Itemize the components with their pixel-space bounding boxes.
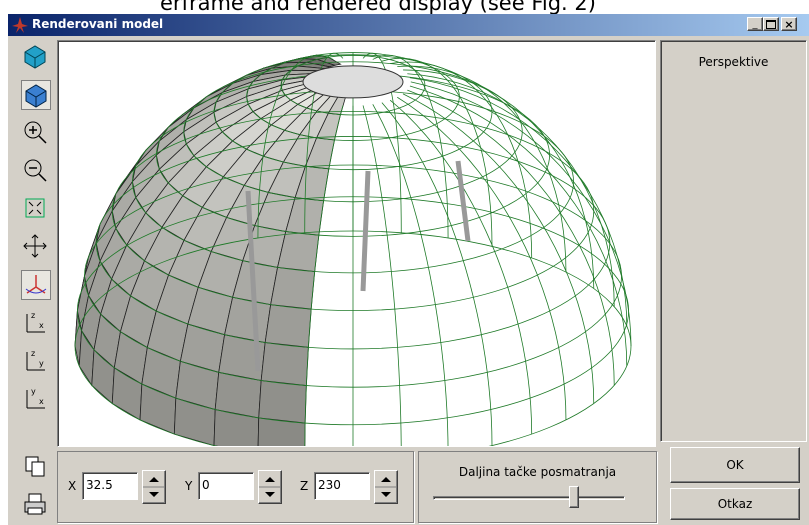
y-input[interactable]: 0 bbox=[198, 472, 254, 500]
projection-mode: Perspektive bbox=[698, 55, 769, 69]
ok-button[interactable]: OK bbox=[670, 447, 800, 483]
wire-meridian bbox=[409, 85, 628, 366]
view-zx-button[interactable]: zx bbox=[21, 308, 49, 336]
app-icon bbox=[12, 17, 28, 33]
x-spinner[interactable] bbox=[142, 470, 166, 504]
top-ring bbox=[302, 65, 404, 99]
viewport bbox=[57, 40, 656, 447]
wire-meridian bbox=[304, 105, 344, 446]
column bbox=[455, 160, 471, 242]
z-label: Z bbox=[300, 479, 309, 493]
rendered-panel bbox=[270, 266, 316, 310]
dome-model bbox=[74, 52, 632, 446]
wire-meridian bbox=[381, 57, 493, 247]
column bbox=[245, 190, 261, 372]
maximize-button[interactable] bbox=[763, 17, 779, 31]
view-yx-button[interactable]: yx bbox=[21, 384, 49, 412]
y-spinner[interactable] bbox=[258, 470, 282, 504]
close-button[interactable]: × bbox=[781, 17, 797, 31]
wire-meridian bbox=[402, 93, 595, 404]
zoom-in-button[interactable] bbox=[21, 118, 49, 146]
side-panel: Perspektive bbox=[660, 40, 807, 442]
rendered-panel bbox=[260, 342, 309, 386]
svg-text:y: y bbox=[31, 387, 36, 396]
distance-group: Daljina tačke posmatranja bbox=[418, 451, 657, 523]
svg-text:z: z bbox=[31, 311, 35, 320]
x-label: X bbox=[68, 479, 77, 493]
y-label: Y bbox=[185, 479, 193, 493]
pan-button[interactable] bbox=[21, 232, 49, 260]
svg-text:x: x bbox=[39, 321, 44, 330]
wire-meridian bbox=[257, 54, 334, 238]
minimize-button[interactable]: _ bbox=[747, 17, 763, 31]
x-input[interactable]: 32.5 bbox=[82, 472, 138, 500]
window-title: Renderovani model bbox=[32, 17, 164, 31]
wire-meridian bbox=[381, 102, 493, 446]
caption: erframe and rendered display (see Fig. 2… bbox=[160, 0, 596, 15]
wire-meridian bbox=[407, 89, 615, 386]
z-input[interactable]: 230 bbox=[314, 472, 370, 500]
wire-meridian bbox=[372, 104, 449, 446]
title-bar: Renderovani model _ × bbox=[8, 14, 809, 36]
print-button[interactable] bbox=[21, 490, 49, 518]
camera-group: X 32.5 Y 0 Z 230 bbox=[57, 451, 414, 523]
svg-text:z: z bbox=[31, 349, 35, 358]
wire-meridian bbox=[362, 105, 402, 446]
wire-meridian bbox=[390, 61, 533, 258]
zoom-out-button[interactable] bbox=[21, 156, 49, 184]
wire-meridian bbox=[407, 73, 615, 307]
slider-track bbox=[433, 496, 625, 500]
wire-meridian bbox=[372, 54, 449, 238]
view-solid-button[interactable] bbox=[21, 42, 49, 70]
rotate-button[interactable] bbox=[21, 270, 51, 300]
rendered-panel bbox=[224, 296, 272, 343]
zoom-extents-button[interactable] bbox=[21, 194, 49, 222]
view-render-button[interactable] bbox=[21, 80, 51, 110]
rendered-panel bbox=[264, 304, 312, 348]
cancel-button[interactable]: Otkaz bbox=[670, 488, 800, 520]
wire-meridian bbox=[397, 96, 567, 420]
z-spinner[interactable] bbox=[374, 470, 398, 504]
view-zy-button[interactable]: zy bbox=[21, 346, 49, 374]
svg-text:y: y bbox=[39, 359, 44, 368]
rendered-panel bbox=[258, 380, 307, 424]
slider-thumb[interactable] bbox=[569, 486, 579, 508]
wire-meridian bbox=[409, 77, 628, 327]
distance-label: Daljina tačke posmatranja bbox=[458, 465, 617, 479]
column bbox=[360, 170, 371, 292]
copy-button[interactable] bbox=[21, 452, 49, 480]
wire-meridian bbox=[403, 69, 595, 289]
svg-text:x: x bbox=[39, 397, 44, 406]
